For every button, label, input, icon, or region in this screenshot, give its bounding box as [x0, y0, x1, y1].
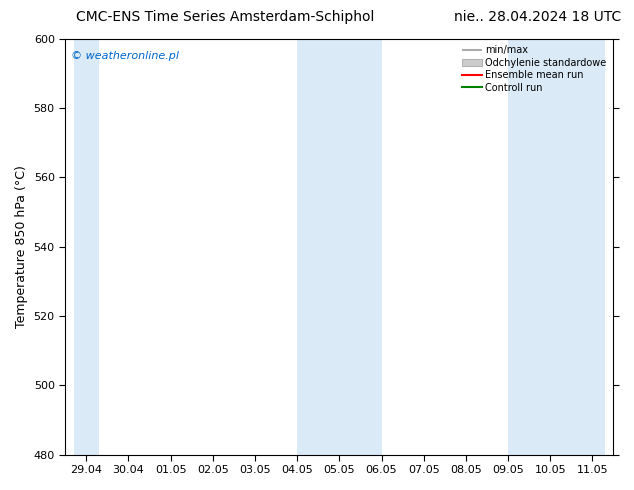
- Legend: min/max, Odchylenie standardowe, Ensemble mean run, Controll run: min/max, Odchylenie standardowe, Ensembl…: [458, 42, 611, 97]
- Bar: [508, 39, 605, 455]
- Bar: [297, 39, 382, 455]
- Text: nie.. 28.04.2024 18 UTC: nie.. 28.04.2024 18 UTC: [454, 10, 621, 24]
- Text: CMC-ENS Time Series Amsterdam-Schiphol: CMC-ENS Time Series Amsterdam-Schiphol: [76, 10, 375, 24]
- Text: © weatheronline.pl: © weatheronline.pl: [71, 51, 179, 61]
- Y-axis label: Temperature 850 hPa (°C): Temperature 850 hPa (°C): [15, 165, 28, 328]
- Bar: [74, 39, 99, 455]
